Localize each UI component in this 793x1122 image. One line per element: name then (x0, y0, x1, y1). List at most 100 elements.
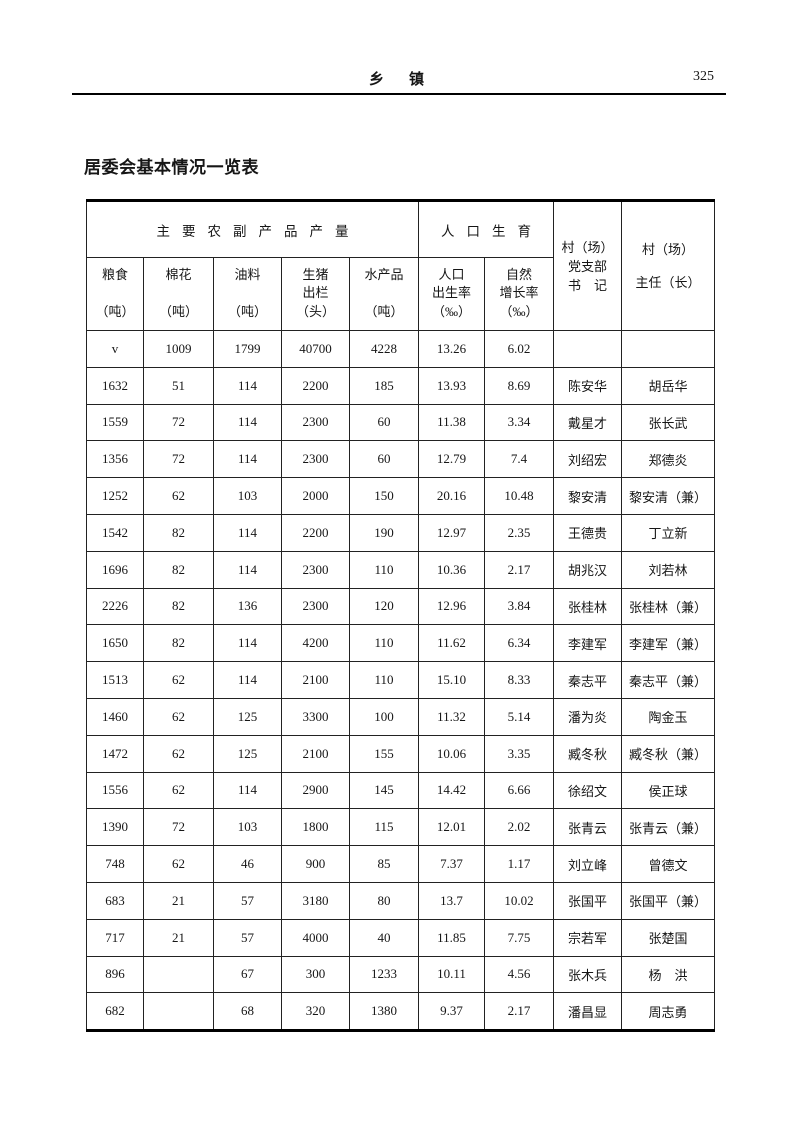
cell: 1799 (213, 330, 282, 368)
cell: 100 (348, 697, 420, 736)
cell: 2300 (281, 587, 350, 626)
cell: 60 (348, 403, 420, 442)
cell: 2300 (281, 550, 350, 589)
cell: 13.93 (418, 366, 486, 405)
cell (553, 330, 623, 368)
cell: 300 (281, 955, 350, 994)
column-unit: （头） (295, 303, 335, 319)
cell: 40700 (281, 330, 350, 368)
cell: 张桂林 (553, 587, 623, 626)
table-row: 1472 62 125 2100 155 10.06 3.35 臧冬秋 臧冬秋（兼） (86, 734, 716, 773)
cell: 80 (348, 881, 420, 920)
cell: 张国平 (553, 881, 623, 920)
header-line: 书 记 (568, 277, 608, 293)
group-header-products: 主要农副产品产量 (85, 200, 420, 258)
cell: 155 (348, 734, 420, 773)
cell: 张楚国 (621, 918, 716, 957)
column-name: 自然 增长率 (499, 266, 539, 300)
cell: 刘若林 (621, 550, 716, 589)
cell: 10.06 (418, 734, 486, 773)
cell: 张长武 (621, 403, 716, 442)
column-unit: （吨） (227, 303, 267, 319)
table-group-header-row: 主要农副产品产量 人口生育 村（场） 党支部 书 记 村（场） 主任（长） (85, 200, 716, 331)
document-title: 居委会基本情况一览表 (84, 158, 259, 177)
table-row: 1460 62 125 3300 100 11.32 5.14 潘为炎 陶金玉 (86, 697, 716, 736)
table-row: 1650 82 114 4200 110 11.62 6.34 李建军 李建军（兼） (86, 624, 716, 663)
cell: 3300 (281, 697, 350, 736)
cell: 刘立峰 (553, 845, 623, 883)
table-row: 1696 82 114 2300 110 10.36 2.17 胡兆汉 刘若林 (86, 550, 716, 589)
cell: 7.37 (418, 845, 486, 883)
header-line: 村（场） (642, 242, 695, 257)
table-row: 682 68 320 1380 9.37 2.17 潘昌显 周志勇 (86, 992, 716, 1032)
column-header: 人口 出生率 （‰） (418, 257, 486, 331)
table-row: 896 67 300 1233 10.11 4.56 张木兵杨 洪 (86, 955, 716, 994)
cell: 72 (143, 440, 214, 479)
header-rule (72, 93, 726, 95)
cell: 2200 (281, 366, 350, 405)
cell: 1390 (86, 808, 144, 847)
cell: 黎安清 (553, 477, 623, 515)
cell: 20.16 (418, 477, 486, 515)
column-name: 棉花 (165, 266, 192, 282)
cell: 114 (213, 440, 282, 479)
cell: 1800 (281, 808, 350, 847)
group-header-population: 人口生育 (418, 200, 555, 258)
cell: 2000 (281, 477, 350, 515)
cell: 2900 (281, 771, 350, 810)
running-header-title: 乡 镇 (368, 71, 429, 88)
cell: 7.4 (484, 440, 555, 479)
cell: 114 (213, 771, 282, 810)
cell: 张青云（兼） (621, 808, 716, 847)
table-row: 1632 51 114 2200 185 13.93 8.69 陈安华 胡岳华 (86, 366, 716, 405)
cell: 11.32 (418, 697, 486, 736)
table-row: v 1009 1799 40700 4228 13.26 6.02 (86, 330, 716, 368)
cell: 72 (143, 808, 214, 847)
cell: 2.17 (484, 550, 555, 589)
column-unit: （‰） (499, 303, 539, 319)
cell: 1460 (86, 697, 144, 736)
cell: 12.97 (418, 513, 486, 552)
cell: 3.35 (484, 734, 555, 773)
column-header-secretary: 村（场） 党支部 书 记 (553, 200, 623, 331)
header-line: 党支部 (568, 258, 608, 274)
cell: 黎安清（兼） (621, 477, 716, 515)
cell: 1559 (86, 403, 144, 442)
cell: 张青云 (553, 808, 623, 847)
column-header: 自然 增长率 （‰） (484, 257, 555, 331)
cell: 1009 (143, 330, 214, 368)
column-name: 人口 出生率 (432, 266, 472, 300)
table-row: 717 21 57 4000 40 11.85 7.75 宗若军 张楚国 (86, 918, 716, 957)
cell: 2100 (281, 734, 350, 773)
cell: 周志勇 (621, 992, 716, 1032)
cell: 丁立新 (621, 513, 716, 552)
cell: 2200 (281, 513, 350, 552)
table-row: 1356 72 114 2300 60 12.79 7.4 刘绍宏 郑德炎 (86, 440, 716, 479)
cell: 1472 (86, 734, 144, 773)
cell: 136 (213, 587, 282, 626)
cell: 1380 (348, 992, 420, 1032)
cell: 900 (281, 845, 350, 883)
cell: 125 (213, 734, 282, 773)
cell: 51 (143, 366, 214, 405)
cell: 3.84 (484, 587, 555, 626)
cell: 114 (213, 366, 282, 405)
column-unit: （‰） (432, 303, 472, 319)
cell: 李建军（兼） (621, 624, 716, 663)
header-line: 主任（长） (635, 275, 701, 290)
cell: 82 (143, 513, 214, 552)
table-row: 1252 62 103 2000 150 20.16 10.48 黎安清 黎安清（兼） (86, 477, 716, 515)
cell: 刘绍宏 (553, 440, 623, 479)
column-name: 粮食 (101, 266, 128, 282)
cell: 2.17 (484, 992, 555, 1032)
column-name: 油料 (234, 266, 261, 282)
header-line: 村（场） (561, 239, 614, 255)
cell: 12.96 (418, 587, 486, 626)
cell: 120 (348, 587, 420, 626)
cell: 1556 (86, 771, 144, 810)
cell: 14.42 (418, 771, 486, 810)
cell: 胡兆汉 (553, 550, 623, 589)
table-row: 1390 72 103 1800 115 12.01 2.02 张青云 张青云（兼） (86, 808, 716, 847)
page-number: 325 (693, 69, 714, 84)
column-unit: （吨） (158, 303, 198, 319)
